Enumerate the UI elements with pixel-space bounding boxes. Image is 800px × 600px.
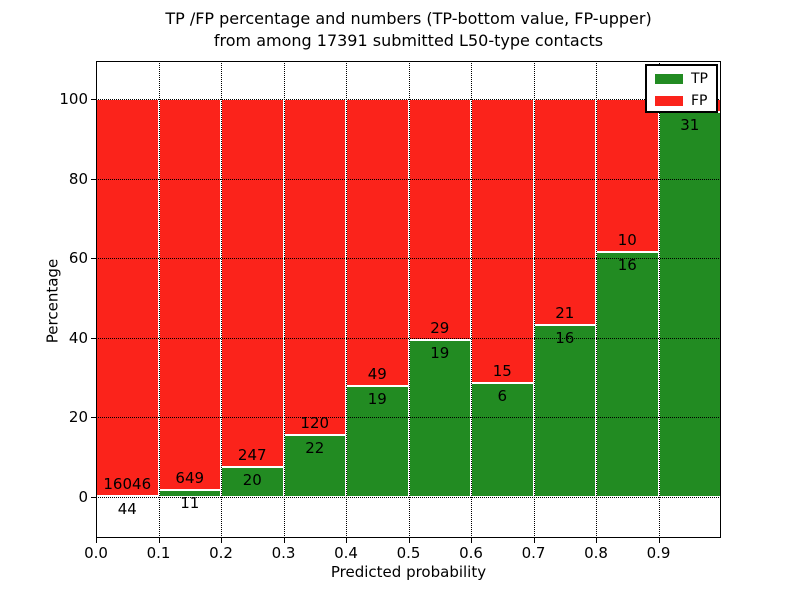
tp-count-label: 44 (117, 499, 137, 518)
x-axis-tick (96, 538, 97, 543)
x-gridline (658, 61, 660, 538)
x-gridline (283, 61, 285, 538)
bar-segment-tp (221, 467, 284, 498)
bar-segment-fp (346, 99, 409, 386)
legend-box: TP FP (645, 64, 718, 113)
bar-segment-tp (658, 111, 721, 497)
bar-segment-fp (533, 99, 596, 325)
chart-title-line1: TP /FP percentage and numbers (TP-bottom… (165, 9, 652, 28)
legend-entry-fp: FP (647, 92, 716, 110)
x-tick-label: 0.8 (584, 544, 608, 562)
fp-count-label: 649 (175, 469, 205, 488)
fp-count-label: 120 (300, 414, 330, 433)
y-tick-label: 0 (78, 488, 88, 507)
y-tick-label: 40 (68, 328, 88, 347)
bar-segment-tp (533, 325, 596, 498)
legend-label-tp: TP (691, 71, 708, 87)
bar-segment-tp (596, 252, 659, 497)
x-gridline (158, 61, 160, 538)
x-axis-tick (533, 538, 535, 543)
x-gridline (221, 61, 222, 538)
tp-count-label: 20 (242, 471, 262, 490)
y-tick-label: 20 (68, 408, 88, 427)
tp-count-label: 22 (305, 439, 325, 458)
fp-count-label: 247 (237, 446, 267, 465)
tp-count-label: 19 (367, 389, 387, 408)
legend-entry-tp: TP (647, 70, 716, 88)
fp-count-label: 10 (617, 231, 637, 250)
x-axis-tick (221, 538, 222, 543)
tp-count-label: 6 (497, 387, 508, 406)
x-gridline (596, 61, 597, 538)
fp-count-label: 21 (555, 304, 575, 322)
x-axis-tick (283, 538, 285, 543)
bar-segment-fp (221, 99, 284, 468)
x-tick-label: 0.9 (646, 544, 671, 562)
tp-count-label: 16 (617, 256, 637, 275)
y-axis-tick (91, 497, 96, 499)
bar-segment-tp (283, 435, 346, 497)
x-axis-tick (158, 538, 160, 543)
x-axis-label: Predicted probability (330, 563, 487, 581)
y-axis-tick (91, 337, 96, 339)
y-tick-label: 60 (68, 249, 88, 268)
y-axis-tick (91, 178, 96, 180)
chart-title-line2: from among 17391 submitted L50-type cont… (213, 31, 604, 50)
y-tick-label: 80 (68, 169, 88, 188)
fp-count-label: 29 (430, 318, 450, 337)
y-axis-tick (91, 99, 96, 101)
chart-title: TP /FP percentage and numbers (TP-bottom… (96, 8, 721, 52)
bar-segment-fp (96, 99, 159, 496)
y-axis-tick (91, 258, 96, 260)
tp-count-label: 19 (430, 343, 450, 362)
x-tick-label: 0.1 (146, 544, 171, 562)
tp-count-label: 31 (680, 115, 700, 134)
x-axis-tick (596, 538, 597, 543)
x-tick-label: 0.6 (459, 544, 483, 562)
x-axis-tick (346, 538, 347, 543)
tp-count-label: 16 (555, 329, 575, 347)
tp-count-label: 11 (180, 494, 200, 513)
x-axis-tick (658, 538, 660, 543)
bar-segment-fp (158, 99, 221, 491)
x-tick-label: 0.2 (209, 544, 233, 562)
bar-segment-fp (283, 99, 346, 436)
fp-count-label: 15 (492, 362, 512, 381)
x-axis-tick (408, 538, 410, 543)
x-gridline (471, 61, 472, 538)
bar-segment-fp (471, 99, 534, 384)
x-tick-label: 0.5 (396, 544, 421, 562)
x-tick-label: 0.4 (334, 544, 358, 562)
x-axis-tick (471, 538, 472, 543)
y-tick-label: 100 (59, 90, 88, 109)
x-gridline (346, 61, 347, 538)
x-tick-label: 0.3 (271, 544, 296, 562)
legend-swatch-tp (655, 74, 683, 84)
bar-segment-fp (596, 99, 659, 253)
x-gridline (533, 61, 535, 538)
legend-label-fp: FP (691, 93, 708, 109)
bar-segment-fp (408, 99, 471, 340)
x-gridline (408, 61, 410, 538)
fp-count-label: 49 (367, 364, 387, 383)
legend-swatch-fp (655, 96, 683, 106)
x-tick-label: 0.0 (84, 544, 108, 562)
y-axis-tick (91, 417, 96, 419)
x-tick-label: 0.7 (521, 544, 546, 562)
fp-count-label: 16046 (103, 474, 152, 493)
